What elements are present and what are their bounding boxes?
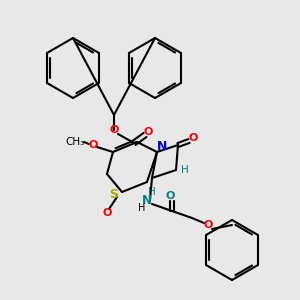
- Text: H: H: [181, 165, 189, 175]
- Text: O: O: [102, 208, 112, 218]
- Text: O: O: [109, 125, 119, 135]
- Text: N: N: [157, 140, 167, 152]
- Text: H: H: [148, 187, 156, 197]
- Text: S: S: [110, 188, 118, 200]
- Text: O: O: [165, 191, 175, 201]
- Text: N: N: [142, 194, 152, 206]
- Text: H: H: [138, 203, 146, 213]
- Text: O: O: [143, 127, 153, 137]
- Text: O: O: [203, 220, 213, 230]
- Text: O: O: [88, 140, 98, 150]
- Text: O: O: [188, 133, 198, 143]
- Text: CH₃: CH₃: [65, 137, 85, 147]
